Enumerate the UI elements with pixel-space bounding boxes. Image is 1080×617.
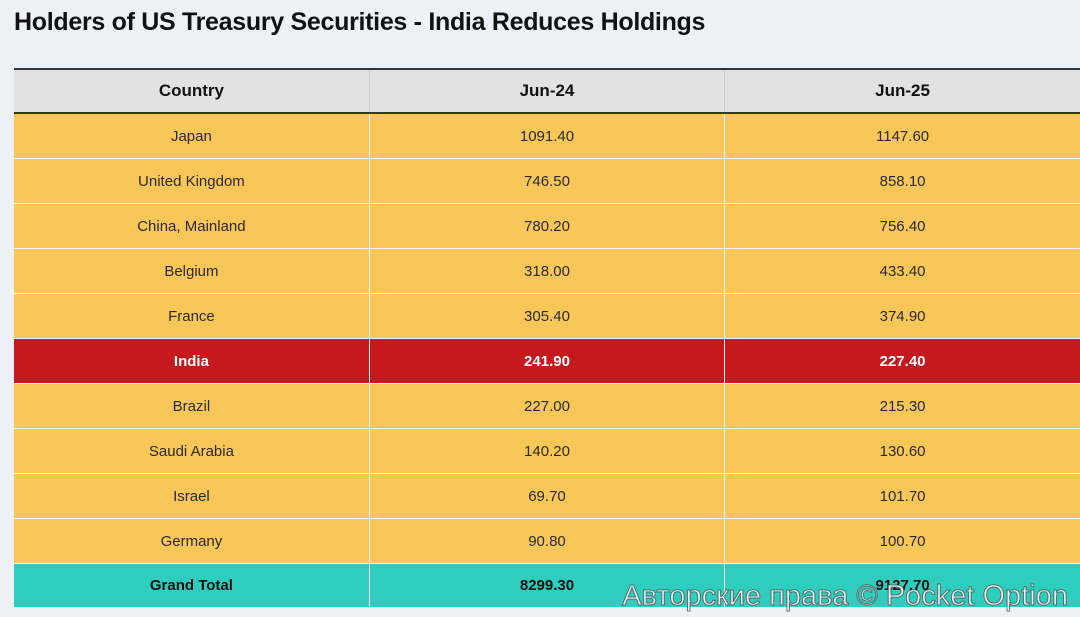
country-cell: Belgium [14, 248, 370, 294]
grand-total-jun-25: 9127.70 [724, 563, 1080, 608]
jun-24-cell: 241.90 [369, 338, 726, 384]
country-cell: China, Mainland [14, 203, 370, 249]
jun-24-cell: 140.20 [369, 428, 726, 474]
grand-total-jun-24: 8299.30 [369, 563, 726, 608]
jun-24-cell: 90.80 [369, 518, 726, 564]
header-jun-25: Jun-25 [724, 69, 1080, 114]
table-header: Country Jun-24 Jun-25 [14, 69, 1080, 114]
jun-24-cell: 227.00 [369, 383, 726, 429]
jun-25-cell: 756.40 [724, 203, 1080, 249]
jun-25-cell: 433.40 [724, 248, 1080, 294]
grand-total-label: Grand Total [14, 563, 370, 608]
jun-24-cell: 746.50 [369, 158, 726, 204]
table-row: Belgium 318.00 433.40 [14, 248, 1080, 294]
country-cell: Germany [14, 518, 370, 564]
table-row: Israel 69.70 101.70 [14, 473, 1080, 519]
country-cell: Brazil [14, 383, 370, 429]
jun-25-cell: 215.30 [724, 383, 1080, 429]
table-row: Germany 90.80 100.70 [14, 518, 1080, 564]
header-jun-24: Jun-24 [369, 69, 726, 114]
country-cell: India [14, 338, 370, 384]
jun-24-cell: 305.40 [369, 293, 726, 339]
jun-25-cell: 227.40 [724, 338, 1080, 384]
jun-25-cell: 1147.60 [724, 113, 1080, 159]
jun-24-cell: 318.00 [369, 248, 726, 294]
grand-total-row: Grand Total 8299.30 9127.70 [14, 563, 1080, 608]
jun-24-cell: 69.70 [369, 473, 726, 519]
country-cell: France [14, 293, 370, 339]
table-row: Japan 1091.40 1147.60 [14, 113, 1080, 159]
table-row: France 305.40 374.90 [14, 293, 1080, 339]
page-title: Holders of US Treasury Securities - Indi… [14, 8, 706, 36]
table-row: United Kingdom 746.50 858.10 [14, 158, 1080, 204]
jun-25-cell: 858.10 [724, 158, 1080, 204]
country-cell: Saudi Arabia [14, 428, 370, 474]
table-row: Brazil 227.00 215.30 [14, 383, 1080, 429]
table-row: China, Mainland 780.20 756.40 [14, 203, 1080, 249]
table-row: Saudi Arabia 140.20 130.60 [14, 428, 1080, 474]
header-row: Country Jun-24 Jun-25 [14, 69, 1080, 114]
country-cell: Japan [14, 113, 370, 159]
jun-25-cell: 130.60 [724, 428, 1080, 474]
jun-24-cell: 1091.40 [369, 113, 726, 159]
jun-24-cell: 780.20 [369, 203, 726, 249]
table-body: Japan 1091.40 1147.60 United Kingdom 746… [14, 113, 1080, 608]
jun-25-cell: 100.70 [724, 518, 1080, 564]
country-cell: United Kingdom [14, 158, 370, 204]
table-row-highlighted: India 241.90 227.40 [14, 338, 1080, 384]
jun-25-cell: 101.70 [724, 473, 1080, 519]
holdings-table: Country Jun-24 Jun-25 Japan 1091.40 1147… [14, 68, 1080, 608]
country-cell: Israel [14, 473, 370, 519]
jun-25-cell: 374.90 [724, 293, 1080, 339]
header-country: Country [14, 69, 370, 114]
